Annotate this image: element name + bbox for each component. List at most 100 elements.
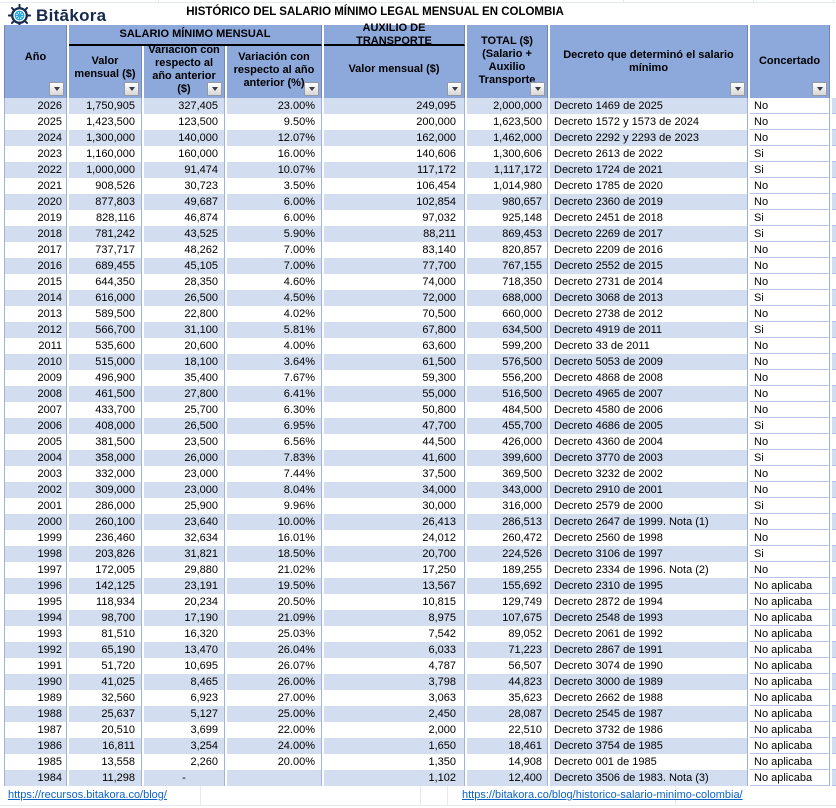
cell-decreto[interactable]: Decreto 4965 de 2007 [550,386,748,402]
cell-valor[interactable]: 13,558 [69,754,142,770]
cell-total[interactable]: 1,462,000 [467,130,548,146]
cell-aux-valor[interactable]: 97,032 [324,210,465,226]
cell-valor[interactable]: 616,000 [69,290,142,306]
cell-variacion-pesos[interactable]: 23,000 [144,482,225,498]
cell-valor[interactable]: 332,000 [69,466,142,482]
cell-valor[interactable]: 1,000,000 [69,162,142,178]
cell-total[interactable]: 767,155 [467,258,548,274]
cell-valor[interactable]: 51,720 [69,658,142,674]
cell-year[interactable]: 2017 [4,242,67,258]
cell-year[interactable]: 1995 [4,594,67,610]
cell-decreto[interactable]: Decreto 1469 de 2025 [550,98,748,114]
cell-variacion-pct[interactable]: 4.60% [227,274,322,290]
cell-aux-valor[interactable]: 162,000 [324,130,465,146]
cell-decreto[interactable]: Decreto 3754 de 1985 [550,738,748,754]
cell-variacion-pct[interactable]: 6.00% [227,210,322,226]
cell-year[interactable]: 2004 [4,450,67,466]
cell-concertado[interactable]: No [750,562,830,578]
cell-variacion-pesos[interactable]: 123,500 [144,114,225,130]
cell-decreto[interactable]: Decreto 2560 de 1998 [550,530,748,546]
cell-variacion-pct[interactable]: 3.50% [227,178,322,194]
cell-concertado[interactable]: No [750,370,830,386]
column-header-decreto[interactable]: Decreto que determinó el salario mínimo [550,25,748,98]
cell-decreto[interactable]: Decreto 2545 de 1987 [550,706,748,722]
cell-aux-valor[interactable]: 41,600 [324,450,465,466]
cell-decreto[interactable]: Decreto 3074 de 1990 [550,658,748,674]
cell-valor[interactable]: 118,934 [69,594,142,610]
cell-valor[interactable]: 381,500 [69,434,142,450]
cell-total[interactable]: 634,500 [467,322,548,338]
cell-total[interactable]: 516,500 [467,386,548,402]
cell-decreto[interactable]: Decreto 2548 de 1993 [550,610,748,626]
cell-variacion-pct[interactable]: 20.50% [227,594,322,610]
cell-aux-valor[interactable]: 63,600 [324,338,465,354]
cell-variacion-pesos[interactable]: 23,191 [144,578,225,594]
cell-year[interactable]: 1989 [4,690,67,706]
cell-variacion-pct[interactable]: 7.00% [227,242,322,258]
cell-decreto[interactable]: Decreto 2292 y 2293 de 2023 [550,130,748,146]
footer-link-historico[interactable]: https://bitakora.co/blog/historico-salar… [462,789,743,801]
cell-aux-valor[interactable]: 61,500 [324,354,465,370]
cell-variacion-pesos[interactable]: 23,500 [144,434,225,450]
column-header-valor-mensual[interactable]: Valor mensual ($) [69,46,142,98]
cell-year[interactable]: 2023 [4,146,67,162]
cell-variacion-pct[interactable]: 16.00% [227,146,322,162]
cell-total[interactable]: 484,500 [467,402,548,418]
footer-link-recursos[interactable]: https://recursos.bitakora.co/blog/ [8,789,167,801]
cell-aux-valor[interactable]: 2,000 [324,722,465,738]
cell-variacion-pct[interactable]: 26.04% [227,642,322,658]
cell-concertado[interactable]: No [750,530,830,546]
cell-concertado[interactable]: Si [750,498,830,514]
cell-total[interactable]: 129,749 [467,594,548,610]
cell-year[interactable]: 1991 [4,658,67,674]
cell-variacion-pct[interactable]: 21.09% [227,610,322,626]
cell-variacion-pct[interactable]: 16.01% [227,530,322,546]
cell-year[interactable]: 1997 [4,562,67,578]
cell-variacion-pesos[interactable]: 160,000 [144,146,225,162]
cell-valor[interactable]: 566,700 [69,322,142,338]
cell-aux-valor[interactable]: 17,250 [324,562,465,578]
cell-total[interactable]: 343,000 [467,482,548,498]
cell-variacion-pct[interactable]: 9.96% [227,498,322,514]
cell-variacion-pesos[interactable]: 31,100 [144,322,225,338]
cell-total[interactable]: 89,052 [467,626,548,642]
cell-total[interactable]: 71,223 [467,642,548,658]
cell-concertado[interactable]: No [750,306,830,322]
cell-aux-valor[interactable]: 74,000 [324,274,465,290]
cell-total[interactable]: 107,675 [467,610,548,626]
cell-variacion-pesos[interactable]: 20,234 [144,594,225,610]
cell-total[interactable]: 599,200 [467,338,548,354]
cell-concertado[interactable]: No aplicaba [750,594,830,610]
cell-decreto[interactable]: Decreto 4919 de 2011 [550,322,748,338]
cell-valor[interactable]: 689,455 [69,258,142,274]
cell-decreto[interactable]: Decreto 3000 de 1989 [550,674,748,690]
cell-year[interactable]: 2018 [4,226,67,242]
cell-concertado[interactable]: Si [750,322,830,338]
cell-variacion-pesos[interactable]: - [144,770,225,786]
cell-valor[interactable]: 309,000 [69,482,142,498]
filter-button-variacion-pesos[interactable] [207,82,222,96]
cell-decreto[interactable]: Decreto 2310 de 1995 [550,578,748,594]
cell-valor[interactable]: 260,100 [69,514,142,530]
cell-concertado[interactable]: No aplicaba [750,706,830,722]
cell-concertado[interactable]: No [750,354,830,370]
cell-variacion-pct[interactable]: 9.50% [227,114,322,130]
cell-valor[interactable]: 65,190 [69,642,142,658]
cell-concertado[interactable]: No aplicaba [750,722,830,738]
cell-variacion-pesos[interactable]: 91,474 [144,162,225,178]
cell-decreto[interactable]: Decreto 2647 de 1999. Nota (1) [550,514,748,530]
cell-valor[interactable]: 515,000 [69,354,142,370]
cell-decreto[interactable]: Decreto 3732 de 1986 [550,722,748,738]
cell-variacion-pct[interactable]: 6.95% [227,418,322,434]
cell-year[interactable]: 2025 [4,114,67,130]
cell-variacion-pct[interactable]: 27.00% [227,690,322,706]
cell-aux-valor[interactable]: 200,000 [324,114,465,130]
cell-decreto[interactable]: Decreto 2738 de 2012 [550,306,748,322]
cell-aux-valor[interactable]: 117,172 [324,162,465,178]
cell-concertado[interactable]: No [750,130,830,146]
cell-valor[interactable]: 461,500 [69,386,142,402]
cell-year[interactable]: 2003 [4,466,67,482]
cell-aux-valor[interactable]: 8,975 [324,610,465,626]
cell-variacion-pesos[interactable]: 27,800 [144,386,225,402]
cell-concertado[interactable]: No aplicaba [750,690,830,706]
